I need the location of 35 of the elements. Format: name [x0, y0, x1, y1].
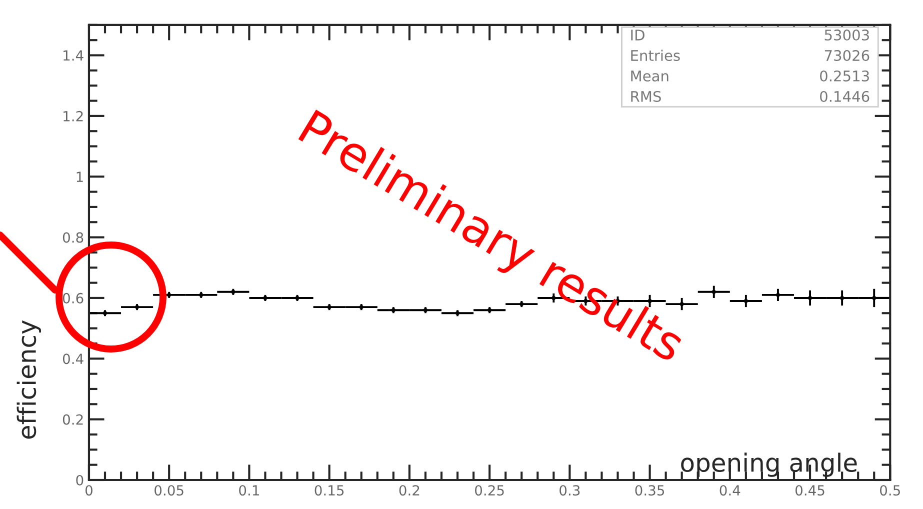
- y-tick-label: 0.2: [62, 414, 83, 425]
- y-tick-label: 1: [76, 172, 83, 182]
- annotation: Entries: [631, 50, 680, 62]
- point: [712, 290, 716, 294]
- point: [840, 296, 844, 300]
- y-tick-label: 0.8: [62, 232, 84, 243]
- x-tick-label: 0.4: [720, 485, 740, 496]
- annotation: 0.1446: [820, 90, 870, 102]
- annotation: Mean: [631, 70, 668, 82]
- point: [808, 296, 812, 300]
- y-axis-title: efficiency: [16, 320, 41, 439]
- annotation: 53003: [824, 30, 869, 41]
- annotation: 0.2513: [820, 70, 869, 82]
- y-tick-label: 0.4: [62, 354, 84, 364]
- x-tick-label: 0.2: [399, 485, 420, 496]
- y-tick-label: 0.6: [62, 292, 84, 304]
- y-tick-label: 0: [76, 474, 84, 486]
- point: [872, 296, 876, 300]
- x-tick-label: 0.1: [239, 485, 259, 496]
- x-tick-label: 0.3: [560, 485, 580, 496]
- x-tick-label: 0.15: [314, 485, 344, 496]
- x-tick-label: 0.5: [880, 485, 900, 496]
- x-tick-label: 0.25: [475, 485, 504, 496]
- y-tick-label: 1.2: [64, 110, 83, 122]
- x-tick-label: 0.45: [795, 485, 824, 496]
- annotation: 73026: [824, 50, 870, 62]
- x-tick-label: 0: [85, 485, 92, 496]
- x-tick-label: 0.05: [154, 485, 184, 496]
- point: [776, 292, 780, 298]
- annotation: RMS: [631, 90, 661, 102]
- x-tick-label: 0.35: [635, 485, 664, 496]
- point: [744, 298, 748, 304]
- x-axis-title: opening angle: [681, 452, 857, 477]
- y-tick-label: 1.4: [64, 50, 84, 61]
- annotation: ID: [631, 30, 644, 40]
